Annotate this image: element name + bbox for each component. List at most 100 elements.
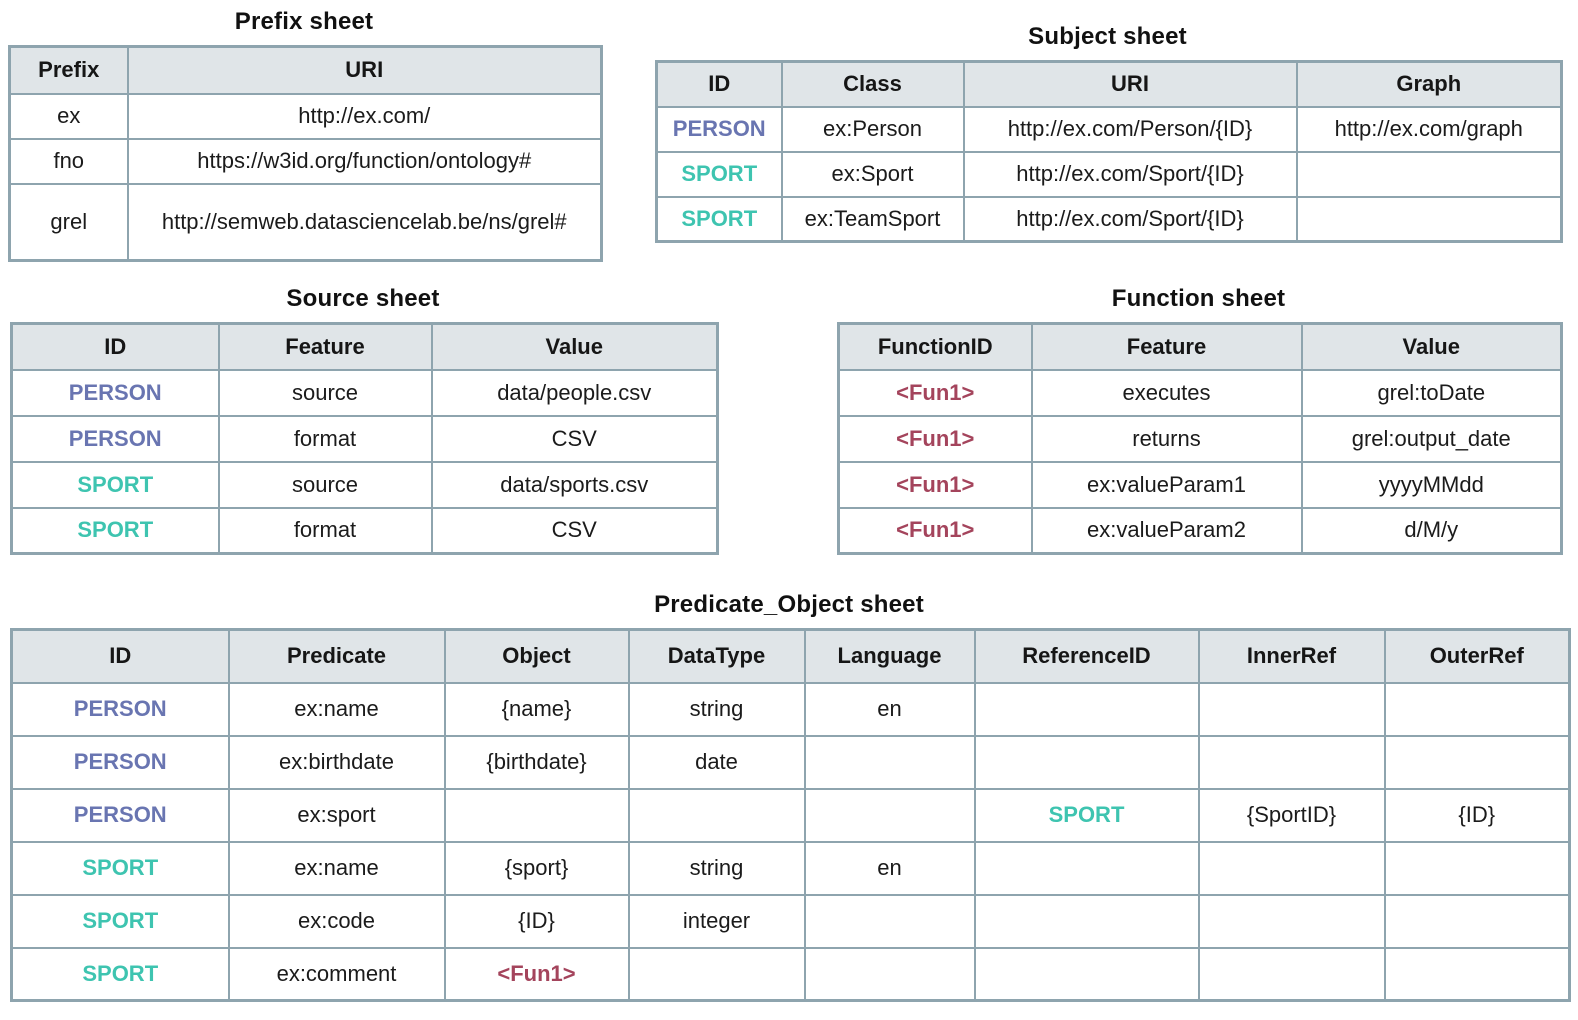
predicate-cell: ex:comment [227,946,446,1002]
id-cell: PERSON [10,414,220,463]
column-header-id: ID [10,322,220,371]
column-header-feature: Feature [217,322,433,371]
column-header-graph: Graph [1295,60,1563,108]
table-row: PERSON source data/people.csv [10,368,719,417]
object-cell: {name} [443,681,630,737]
column-header-prefix: Prefix [8,45,129,95]
datatype-cell [627,946,806,1002]
value-cell: grel:toDate [1300,368,1563,417]
column-header-uri: URI [962,60,1298,108]
functionid-cell: <Fun1> [837,414,1033,463]
innerref-cell [1197,681,1386,737]
header-row: Prefix URI [8,45,603,95]
object-cell: {ID} [443,893,630,949]
column-header-id: ID [10,628,230,684]
predicate-object-sheet-table: ID Predicate Object DataType Language Re… [10,628,1571,1002]
table-row: <Fun1> executes grel:toDate [837,368,1563,417]
graph-cell [1295,195,1563,243]
referenceid-cell [973,946,1200,1002]
column-header-innerref: InnerRef [1197,628,1386,684]
prefix-cell: ex [8,92,129,140]
subject-sheet-title: Subject sheet [1028,23,1187,50]
feature-cell: ex:valueParam1 [1030,460,1303,509]
table-row: SPORT ex:Sport http://ex.com/Sport/{ID} [655,150,1563,198]
id-cell: PERSON [10,368,220,417]
uri-cell: http://semweb.datasciencelab.be/ns/grel# [126,182,603,262]
language-cell [803,787,976,843]
graph-cell [1295,150,1563,198]
predicate-cell: ex:sport [227,787,446,843]
datatype-cell: string [627,681,806,737]
prefix-sheet-table: Prefix URI ex http://ex.com/ fno https:/… [8,45,603,262]
outerref-cell [1383,946,1571,1002]
prefix-sheet-title: Prefix sheet [234,8,374,35]
table-row: <Fun1> ex:valueParam1 yyyyMMdd [837,460,1563,509]
table-row: PERSON ex:birthdate {birthdate} date [10,734,1571,790]
predicate-object-sheet: Predicate_Object sheet ID Predicate Obje… [10,591,1571,1002]
value-cell: yyyyMMdd [1300,460,1563,509]
id-cell: SPORT [655,150,783,198]
language-cell [803,734,976,790]
datatype-cell: date [627,734,806,790]
source-sheet-table: ID Feature Value PERSON source data/peop… [10,322,719,555]
feature-cell: source [217,460,433,509]
referenceid-cell [973,734,1200,790]
header-row: ID Predicate Object DataType Language Re… [10,628,1571,684]
class-cell: ex:Sport [780,150,965,198]
column-header-functionid: FunctionID [837,322,1033,371]
innerref-cell [1197,946,1386,1002]
innerref-cell [1197,840,1386,896]
outerref-cell: {ID} [1383,787,1571,843]
predicate-cell: ex:name [227,681,446,737]
id-cell: SPORT [10,506,220,555]
predicate-cell: ex:birthdate [227,734,446,790]
table-row: ex http://ex.com/ [8,92,603,140]
source-sheet: Source sheet ID Feature Value PERSON sou… [10,285,719,555]
referenceid-cell [973,681,1200,737]
table-row: <Fun1> returns grel:output_date [837,414,1563,463]
predicate-object-sheet-title: Predicate_Object sheet [654,591,924,618]
id-cell: SPORT [10,946,230,1002]
table-row: SPORT ex:TeamSport http://ex.com/Sport/{… [655,195,1563,243]
table-row: SPORT ex:code {ID} integer [10,893,1571,949]
object-cell: {sport} [443,840,630,896]
feature-cell: ex:valueParam2 [1030,506,1303,555]
function-sheet: Function sheet FunctionID Feature Value … [837,285,1563,555]
table-row: PERSON ex:name {name} string en [10,681,1571,737]
table-row: PERSON format CSV [10,414,719,463]
column-header-predicate: Predicate [227,628,446,684]
id-cell: PERSON [10,787,230,843]
referenceid-cell [973,840,1200,896]
outerref-cell [1383,681,1571,737]
object-cell: {birthdate} [443,734,630,790]
class-cell: ex:TeamSport [780,195,965,243]
feature-cell: format [217,414,433,463]
source-sheet-title: Source sheet [286,285,440,312]
id-cell: SPORT [10,893,230,949]
uri-cell: http://ex.com/Person/{ID} [962,105,1298,153]
table-row: <Fun1> ex:valueParam2 d/M/y [837,506,1563,555]
outerref-cell [1383,734,1571,790]
datatype-cell: integer [627,893,806,949]
table-row: PERSON ex:sport SPORT {SportID} {ID} [10,787,1571,843]
functionid-cell: <Fun1> [837,460,1033,509]
referenceid-cell: SPORT [973,787,1200,843]
table-row: fno https://w3id.org/function/ontology# [8,137,603,185]
language-cell: en [803,681,976,737]
column-header-language: Language [803,628,976,684]
column-header-value: Value [1300,322,1563,371]
feature-cell: format [217,506,433,555]
id-cell: PERSON [10,681,230,737]
value-cell: CSV [430,506,719,555]
function-sheet-table: FunctionID Feature Value <Fun1> executes… [837,322,1563,555]
subject-sheet-table: ID Class URI Graph PERSON ex:Person http… [655,60,1563,243]
table-row: grel http://semweb.datasciencelab.be/ns/… [8,182,603,262]
table-row: SPORT source data/sports.csv [10,460,719,509]
column-header-uri: URI [126,45,603,95]
column-header-datatype: DataType [627,628,806,684]
subject-sheet: Subject sheet ID Class URI Graph PERSON … [655,23,1563,243]
feature-cell: executes [1030,368,1303,417]
column-header-outerref: OuterRef [1383,628,1571,684]
value-cell: d/M/y [1300,506,1563,555]
